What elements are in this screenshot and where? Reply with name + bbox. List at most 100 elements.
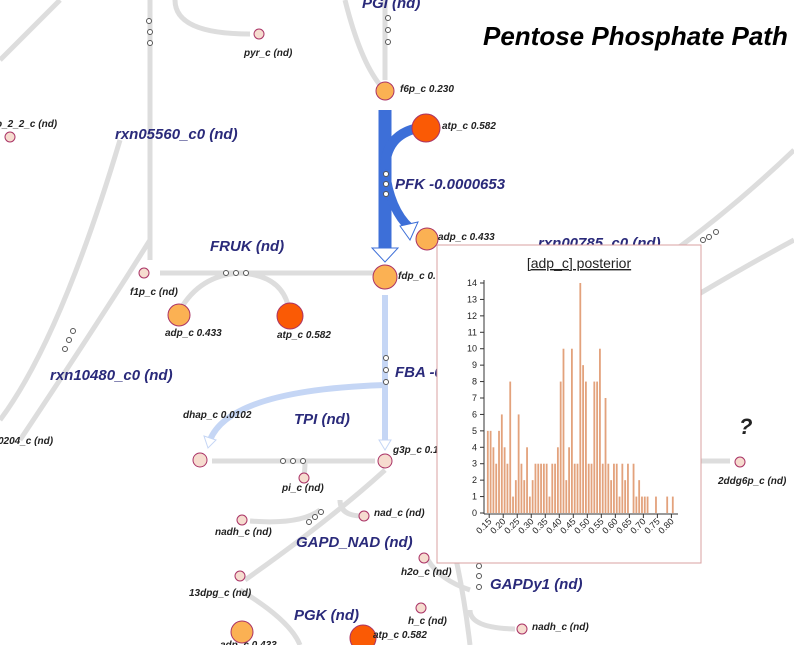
y-tick-label: 1 [472, 492, 477, 502]
metabolite-label: 13dpg_c (nd) [189, 588, 252, 599]
bar [638, 480, 641, 513]
bar [585, 381, 587, 513]
bar [635, 496, 638, 513]
y-tick-label: 0 [472, 508, 477, 518]
bar [618, 496, 621, 513]
bar [503, 447, 506, 513]
metabolite-label: h_c (nd) [408, 616, 448, 627]
reaction-dots [62, 15, 719, 590]
y-tick-label: 2 [472, 475, 477, 485]
y-tick-label: 3 [472, 459, 477, 469]
bar [545, 463, 548, 513]
metabolite-label: 0204_c (nd) [0, 436, 54, 447]
tooltip: [adp_c] posterior 012345678910111213140.… [436, 244, 702, 564]
bar [486, 430, 489, 513]
metabolite-label: nadh_c (nd) [532, 622, 589, 633]
y-tick-label: 14 [467, 278, 477, 288]
reaction-label: PGI (nd) [362, 0, 420, 12]
reaction-label: GAPDy1 (nd) [490, 576, 583, 593]
reaction-label: GAPD_NAD (nd) [296, 534, 413, 551]
bar [646, 496, 649, 513]
metabolite-label: f1p_c (nd) [130, 287, 178, 298]
metabolite-label: f6p_c 0.230 [400, 84, 454, 95]
reaction-label: rxn05560_c0 (nd) [115, 126, 238, 143]
bar [632, 463, 635, 513]
y-tick-label: 9 [472, 360, 477, 370]
bar [500, 414, 503, 513]
metabolite-label: fdp_c 0. [398, 271, 436, 282]
y-tick-label: 12 [467, 311, 477, 321]
reaction-label: PFK -0.0000653 [395, 176, 506, 193]
bar [523, 480, 526, 513]
bar [590, 463, 593, 513]
reaction-label: TPI (nd) [294, 411, 350, 428]
bar [655, 496, 657, 513]
bar [492, 447, 495, 513]
reaction-label: ? [739, 414, 752, 439]
bar [582, 365, 585, 513]
bar [542, 463, 545, 513]
metabolite-label: o_2_2_c (nd) [0, 119, 58, 130]
metabolite-label: h2o_c (nd) [401, 567, 452, 578]
map-title: Pentose Phosphate Path [483, 21, 788, 51]
bar [604, 398, 607, 513]
y-tick-label: 13 [467, 294, 477, 304]
y-tick-label: 8 [472, 377, 477, 387]
reaction-label: PGK (nd) [294, 607, 359, 624]
bar [627, 463, 629, 513]
bar [613, 463, 615, 513]
bar [610, 480, 613, 513]
metabolites [4, 28, 746, 645]
bar [537, 463, 540, 513]
metabolite-label: pyr_c (nd) [243, 48, 293, 59]
bar [624, 480, 627, 513]
bar [520, 463, 523, 513]
bar [573, 463, 576, 513]
bar [540, 463, 542, 513]
metabolite-label: atp_c 0.582 [277, 330, 331, 341]
metabolite-label: g3p_c 0.1 [392, 445, 439, 456]
bar [562, 348, 565, 513]
bar [621, 463, 624, 513]
bar [593, 381, 596, 513]
bar [607, 463, 610, 513]
bar [534, 463, 537, 513]
bar [548, 496, 551, 513]
metabolite-label: dhap_c 0.0102 [183, 410, 252, 421]
reaction-label: FRUK (nd) [210, 238, 284, 255]
y-tick-label: 6 [472, 409, 477, 419]
bar [528, 496, 531, 513]
bar [498, 430, 500, 513]
bar [599, 348, 601, 513]
bar [615, 463, 618, 513]
bar [596, 381, 599, 513]
bar [531, 480, 534, 513]
reaction-label: rxn10480_c0 (nd) [50, 367, 173, 384]
bar [565, 480, 568, 513]
bar [587, 463, 590, 513]
bar [551, 463, 554, 513]
y-tick-label: 11 [468, 327, 477, 337]
bar [641, 496, 643, 513]
y-tick-label: 10 [467, 344, 477, 354]
bar [556, 447, 559, 513]
bar [517, 414, 520, 513]
metabolite-label: nadh_c (nd) [215, 527, 272, 538]
chart-title: [adp_c] posterior [527, 255, 632, 271]
bar [570, 348, 573, 513]
bar [576, 463, 579, 513]
bar [509, 381, 512, 513]
bar [671, 496, 674, 513]
metabolite-label: atp_c 0.582 [442, 121, 496, 132]
bar [512, 496, 514, 513]
metabolite-labels: pyr_c (nd) f6p_c 0.230 atp_c 0.582 adp_c… [0, 48, 787, 645]
bar [495, 463, 498, 513]
bar [489, 430, 492, 513]
reaction-label: FBA -0 [395, 364, 443, 381]
bar [643, 496, 646, 513]
bar [559, 381, 562, 513]
metabolite-label: nad_c (nd) [374, 508, 425, 519]
metabolite-label: atp_c 0.582 [373, 630, 427, 641]
bar [601, 463, 604, 513]
